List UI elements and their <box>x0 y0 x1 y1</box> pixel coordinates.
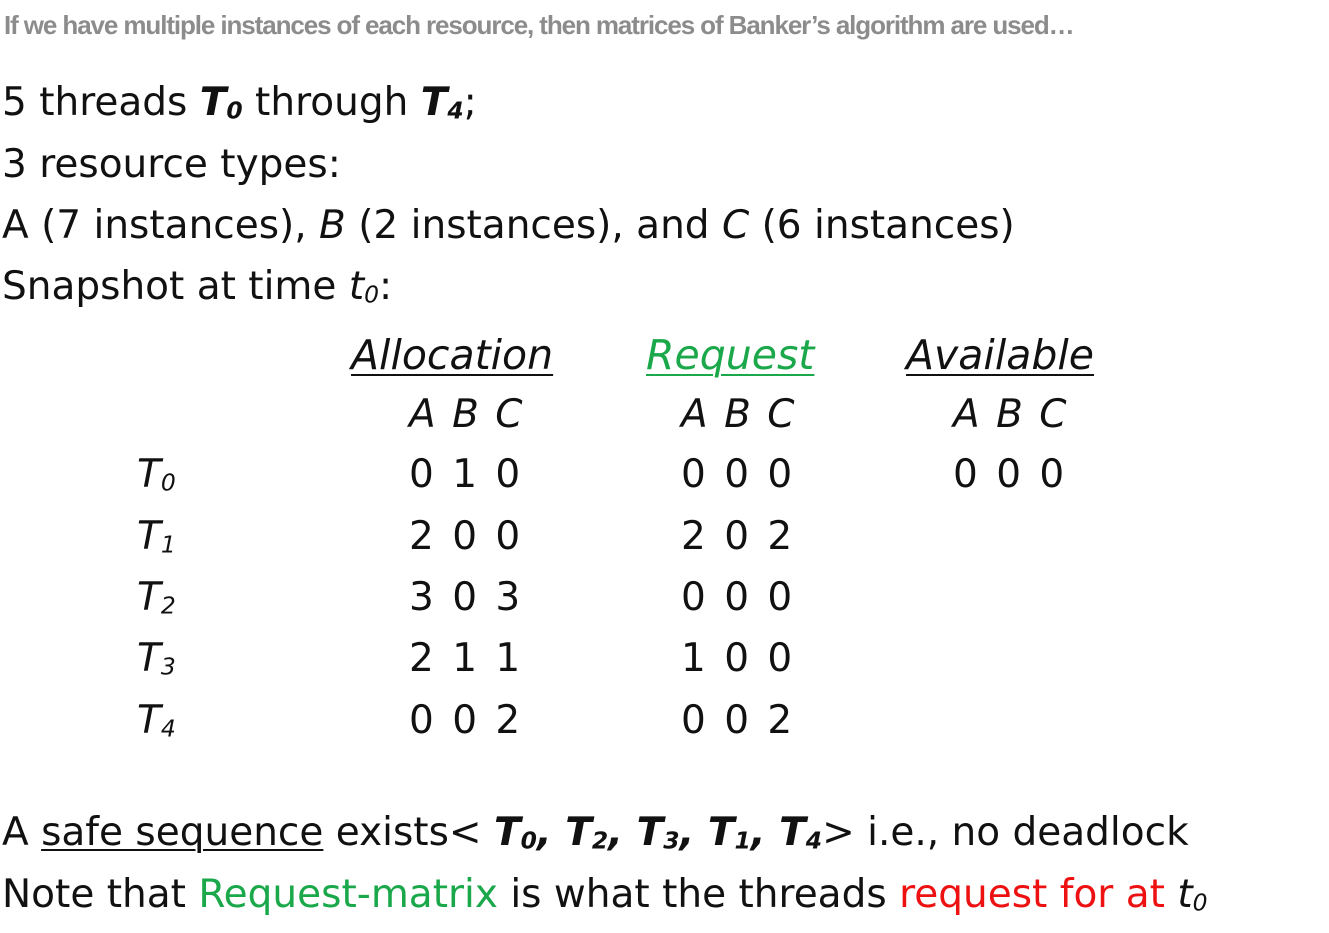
time-t0: t0 <box>348 264 379 309</box>
threads-line: 5 threads T0 through T4; <box>2 80 477 125</box>
request-for-term: request for at <box>899 872 1178 917</box>
sequence-item: T4 <box>779 810 823 855</box>
safe-sequence-line: A safe sequence exists< T0, T2, T3, T1, … <box>2 810 1189 855</box>
request-t0: 0 0 0 <box>681 452 796 497</box>
thread-t4: T4 <box>420 80 464 125</box>
request-matrix-term: Request-matrix <box>198 872 498 917</box>
allocation-header: Allocation <box>351 331 554 379</box>
thread-t0: T0 <box>199 80 243 125</box>
available-header: Available <box>906 331 1094 379</box>
note-time-t0: t0 <box>1177 872 1208 917</box>
note-line: Note that Request-matrix is what the thr… <box>2 872 1208 917</box>
request-t3: 1 0 0 <box>681 636 796 681</box>
thread-label-t1: T1 <box>137 514 176 559</box>
request-header: Request <box>646 331 815 379</box>
through-text: through <box>242 80 421 125</box>
resource-types-line: 3 resource types: <box>2 142 341 187</box>
available-values: 0 0 0 <box>953 452 1068 497</box>
thread-label-t3: T3 <box>137 636 176 681</box>
sequence-item: T2, <box>565 810 637 855</box>
sequence-item: T1, <box>707 810 780 855</box>
request-columns: A B C <box>681 392 795 437</box>
sequence-item: T0, <box>493 810 566 855</box>
threads-text: 5 threads <box>2 80 200 125</box>
available-columns: A B C <box>953 392 1067 437</box>
allocation-t2: 3 0 3 <box>409 575 524 620</box>
allocation-t3: 2 1 1 <box>409 636 524 681</box>
snapshot-line: Snapshot at time t0: <box>2 264 393 309</box>
allocation-t4: 0 0 2 <box>409 698 524 743</box>
allocation-columns: A B C <box>409 392 523 437</box>
allocation-t0: 0 1 0 <box>409 452 524 497</box>
slide-header: If we have multiple instances of each re… <box>4 10 1075 40</box>
thread-label-t4: T4 <box>137 698 176 743</box>
thread-label-t2: T2 <box>137 575 176 620</box>
sequence-item: T3, <box>636 810 708 855</box>
request-t4: 0 0 2 <box>681 698 796 743</box>
request-t2: 0 0 0 <box>681 575 796 620</box>
safe-sequence-term: safe sequence <box>41 810 324 855</box>
thread-label-t0: T0 <box>137 452 176 497</box>
request-t1: 2 0 2 <box>681 514 796 559</box>
allocation-t1: 2 0 0 <box>409 514 524 559</box>
instances-line: A (7 instances), B (2 instances), and C … <box>2 203 1015 248</box>
